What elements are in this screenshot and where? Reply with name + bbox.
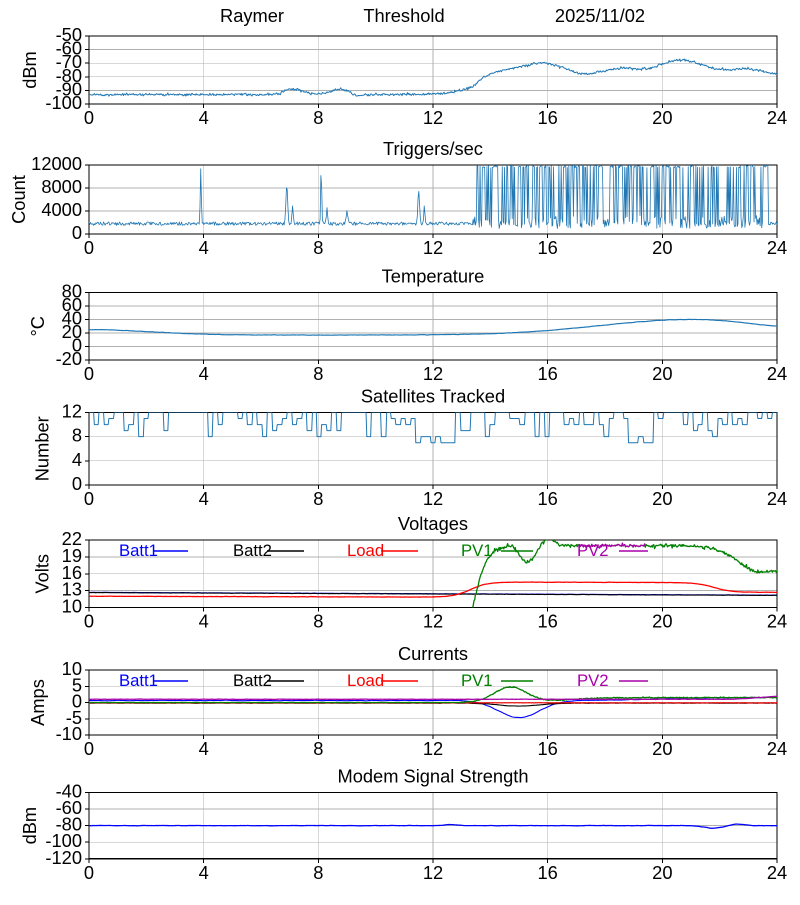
svg-text:12: 12 bbox=[423, 363, 443, 384]
svg-text:Triggers/sec: Triggers/sec bbox=[383, 138, 483, 159]
svg-text:24: 24 bbox=[767, 237, 787, 258]
svg-text:8: 8 bbox=[72, 425, 82, 446]
svg-text:Volts: Volts bbox=[32, 554, 53, 594]
svg-text:8000: 8000 bbox=[41, 176, 82, 197]
svg-text:Batt2: Batt2 bbox=[233, 541, 272, 560]
svg-text:16: 16 bbox=[537, 738, 557, 759]
svg-text:dBm: dBm bbox=[19, 51, 40, 89]
svg-text:12: 12 bbox=[423, 107, 443, 128]
svg-text:24: 24 bbox=[767, 611, 787, 632]
svg-text:Number: Number bbox=[32, 416, 53, 481]
svg-text:Count: Count bbox=[8, 175, 29, 224]
svg-text:Temperature: Temperature bbox=[382, 266, 485, 287]
svg-text:4: 4 bbox=[199, 488, 209, 509]
svg-text:20: 20 bbox=[652, 862, 672, 883]
svg-text:Load: Load bbox=[347, 671, 384, 690]
svg-text:24: 24 bbox=[767, 107, 787, 128]
svg-text:Satellites Tracked: Satellites Tracked bbox=[361, 386, 505, 407]
svg-text:Modem Signal Strength: Modem Signal Strength bbox=[337, 766, 528, 787]
svg-text:°C: °C bbox=[27, 316, 48, 337]
svg-text:12: 12 bbox=[423, 237, 443, 258]
svg-text:20: 20 bbox=[652, 363, 672, 384]
svg-text:24: 24 bbox=[767, 363, 787, 384]
svg-text:4: 4 bbox=[199, 611, 209, 632]
svg-text:2025/11/02: 2025/11/02 bbox=[555, 5, 645, 26]
svg-text:20: 20 bbox=[652, 738, 672, 759]
svg-text:12: 12 bbox=[423, 738, 443, 759]
svg-text:12: 12 bbox=[423, 488, 443, 509]
svg-text:Batt2: Batt2 bbox=[233, 671, 272, 690]
svg-text:Amps: Amps bbox=[27, 679, 48, 726]
svg-text:16: 16 bbox=[537, 363, 557, 384]
svg-text:8: 8 bbox=[313, 363, 323, 384]
svg-text:Voltages: Voltages bbox=[398, 513, 468, 534]
svg-text:16: 16 bbox=[537, 107, 557, 128]
svg-text:12: 12 bbox=[423, 611, 443, 632]
svg-text:24: 24 bbox=[767, 862, 787, 883]
svg-text:10: 10 bbox=[62, 658, 82, 679]
svg-text:4: 4 bbox=[199, 237, 209, 258]
svg-text:20: 20 bbox=[652, 107, 672, 128]
svg-text:-40: -40 bbox=[56, 781, 82, 802]
svg-text:0: 0 bbox=[72, 222, 82, 243]
svg-text:8: 8 bbox=[313, 862, 323, 883]
svg-text:0: 0 bbox=[84, 488, 94, 509]
svg-text:20: 20 bbox=[652, 611, 672, 632]
svg-text:20: 20 bbox=[652, 488, 672, 509]
svg-text:4: 4 bbox=[199, 107, 209, 128]
svg-text:8: 8 bbox=[313, 107, 323, 128]
svg-text:8: 8 bbox=[313, 237, 323, 258]
svg-text:4: 4 bbox=[72, 449, 82, 470]
svg-text:16: 16 bbox=[537, 488, 557, 509]
svg-text:0: 0 bbox=[84, 107, 94, 128]
svg-text:-50: -50 bbox=[56, 24, 82, 45]
svg-text:8: 8 bbox=[313, 738, 323, 759]
svg-text:22: 22 bbox=[62, 528, 82, 549]
svg-text:0: 0 bbox=[72, 473, 82, 494]
svg-text:80: 80 bbox=[62, 281, 82, 302]
svg-text:8: 8 bbox=[313, 611, 323, 632]
svg-text:24: 24 bbox=[767, 488, 787, 509]
svg-text:PV2: PV2 bbox=[577, 671, 609, 690]
svg-text:12: 12 bbox=[423, 862, 443, 883]
svg-text:0: 0 bbox=[84, 862, 94, 883]
svg-text:Threshold: Threshold bbox=[363, 5, 444, 26]
svg-text:Batt1: Batt1 bbox=[119, 541, 158, 560]
svg-text:PV1: PV1 bbox=[461, 671, 493, 690]
svg-text:Batt1: Batt1 bbox=[119, 671, 158, 690]
svg-text:8: 8 bbox=[313, 488, 323, 509]
svg-text:0: 0 bbox=[84, 611, 94, 632]
svg-text:4000: 4000 bbox=[41, 199, 82, 220]
svg-text:0: 0 bbox=[84, 738, 94, 759]
svg-text:20: 20 bbox=[652, 237, 672, 258]
svg-text:16: 16 bbox=[537, 862, 557, 883]
svg-text:0: 0 bbox=[84, 363, 94, 384]
svg-text:24: 24 bbox=[767, 738, 787, 759]
svg-text:dBm: dBm bbox=[19, 807, 40, 845]
svg-text:PV1: PV1 bbox=[461, 541, 493, 560]
svg-text:Raymer: Raymer bbox=[220, 5, 284, 26]
svg-text:Currents: Currents bbox=[398, 643, 468, 664]
svg-text:0: 0 bbox=[84, 237, 94, 258]
svg-text:Load: Load bbox=[347, 541, 384, 560]
svg-text:4: 4 bbox=[199, 363, 209, 384]
svg-text:12000: 12000 bbox=[31, 153, 82, 174]
svg-text:12: 12 bbox=[62, 401, 82, 422]
svg-text:16: 16 bbox=[537, 611, 557, 632]
svg-text:16: 16 bbox=[537, 237, 557, 258]
svg-text:PV2: PV2 bbox=[577, 541, 609, 560]
svg-text:4: 4 bbox=[199, 862, 209, 883]
svg-text:4: 4 bbox=[199, 738, 209, 759]
